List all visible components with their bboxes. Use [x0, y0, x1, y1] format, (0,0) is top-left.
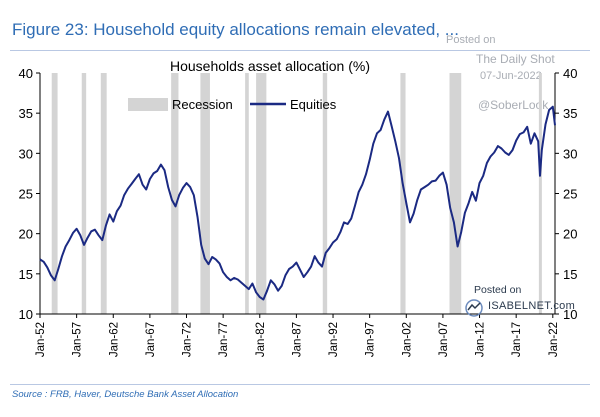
recession-band	[200, 73, 210, 314]
x-tick-label: Jan-12	[475, 322, 487, 357]
isabelnet-watermark: Posted on ISABELNET.com	[462, 284, 582, 320]
series-layer	[39, 105, 556, 301]
y-tick-label-right: 35	[563, 106, 577, 121]
recession-band	[449, 73, 462, 314]
x-tick-label: Jan-92	[328, 322, 340, 357]
x-tick-label: Jan-67	[145, 322, 157, 357]
y-tick-label-left: 20	[19, 227, 33, 242]
isabelnet-posted: Posted on	[474, 284, 522, 296]
x-tick-label: Jan-52	[35, 322, 47, 357]
legend-recession-swatch	[128, 98, 168, 111]
y-tick-label-left: 40	[19, 66, 33, 81]
y-tick-label-left: 30	[19, 146, 33, 161]
y-tick-label-left: 15	[19, 267, 33, 282]
series-line-equities	[39, 105, 556, 301]
recession-band	[245, 73, 249, 314]
legend-equities-label: Equities	[290, 97, 337, 112]
x-tick-label: Jan-62	[108, 322, 120, 357]
watermark-posted: Posted on	[446, 34, 496, 46]
watermark-site: The Daily Shot	[476, 52, 555, 66]
recession-band	[256, 73, 267, 314]
isabelnet-logo-icon	[465, 299, 483, 317]
recession-band	[171, 73, 179, 314]
x-tick-label: Jan-22	[548, 322, 560, 357]
y-tick-label-left: 35	[19, 106, 33, 121]
y-tick-label-right: 25	[563, 187, 577, 202]
y-tick-label-left: 10	[19, 307, 33, 322]
x-tick-label: Jan-02	[401, 322, 413, 357]
x-tick-label: Jan-57	[72, 322, 84, 357]
isabelnet-site: ISABELNET.com	[488, 300, 576, 312]
chart-title: Households asset allocation (%)	[170, 58, 370, 74]
y-tick-label-right: 40	[563, 66, 577, 81]
x-tick-label: Jan-97	[365, 322, 377, 357]
chart-axes: 10 10 15 15 20 20 25 25 30 30 35 35 40 40 Jan-52 Jan-57…	[19, 66, 578, 357]
source-note: Source : FRB, Haver, Deutsche Bank Asset…	[12, 389, 239, 400]
recession-band	[400, 73, 406, 314]
figure-title: Figure 23: Household equity allocations …	[12, 20, 459, 39]
recession-band	[322, 73, 328, 314]
legend-recession-label: Recession	[172, 97, 233, 112]
recession-band	[100, 73, 107, 314]
y-tick-label-right: 15	[563, 267, 577, 282]
x-tick-label: Jan-07	[438, 322, 450, 357]
recession-bands	[51, 73, 542, 314]
chart-legend: Recession Equities	[128, 97, 337, 112]
x-tick-label: Jan-87	[291, 322, 303, 357]
recession-band	[538, 73, 542, 314]
y-tick-label-right: 20	[563, 227, 577, 242]
recession-band	[51, 73, 58, 314]
recession-band	[81, 73, 87, 314]
y-tick-label-right: 10	[563, 307, 577, 322]
watermark-handle: @SoberLook	[478, 98, 549, 112]
x-tick-label: Jan-82	[255, 322, 267, 357]
x-tick-label: Jan-72	[182, 322, 194, 357]
y-tick-label-right: 30	[563, 146, 577, 161]
y-tick-label-left: 25	[19, 187, 33, 202]
x-tick-label: Jan-77	[218, 322, 230, 357]
x-tick-label: Jan-17	[511, 322, 523, 357]
source-divider	[10, 384, 590, 385]
title-divider	[10, 50, 590, 51]
watermark-date: 07-Jun-2022	[480, 70, 542, 82]
